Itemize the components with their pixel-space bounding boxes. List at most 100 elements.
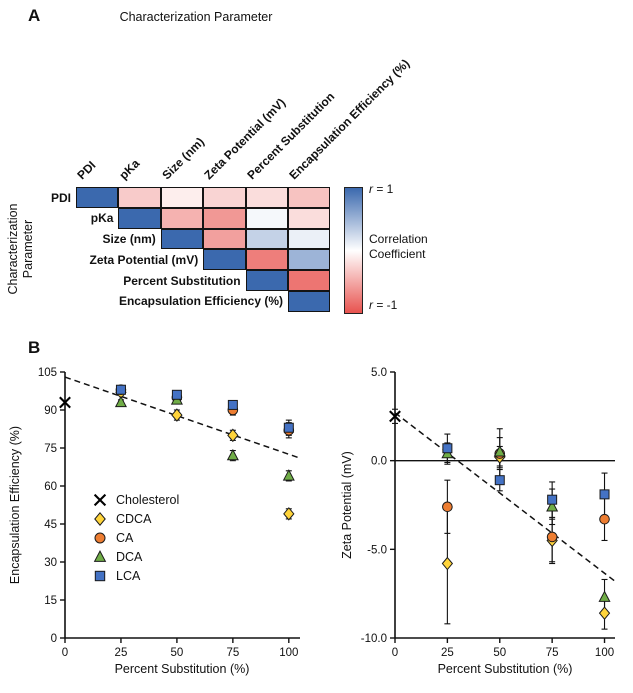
legend-label: CDCA — [116, 511, 152, 526]
y-tick-label: 75 — [44, 443, 57, 455]
marker-triangle — [598, 590, 611, 602]
marker-square — [227, 399, 238, 410]
left-x-axis-title: Percent Substitution (%) — [114, 662, 250, 676]
legend-item-dca: DCA — [92, 549, 179, 564]
heatmap-row-label: pKa — [90, 211, 114, 226]
marker-circle — [546, 531, 558, 543]
marker-circle — [94, 532, 106, 543]
y-tick-label: 90 — [44, 405, 57, 417]
heatmap-column-label: pKa — [116, 156, 143, 183]
marker-diamond — [598, 606, 611, 620]
x-tick-label: 50 — [493, 647, 506, 658]
marker-x — [389, 410, 401, 423]
marker-triangle — [282, 469, 295, 481]
heatmap-cell — [288, 290, 331, 312]
y-tick-label: 30 — [44, 557, 57, 569]
panel-a-label: A — [28, 6, 41, 25]
heatmap-cell — [245, 207, 288, 229]
legend-label: DCA — [116, 549, 143, 564]
legend-item-ca: CA — [92, 530, 179, 545]
heatmap-cell — [245, 270, 288, 291]
heatmap-column-label: PDI — [74, 158, 99, 183]
marker-square — [599, 489, 610, 500]
marker-diamond — [283, 507, 295, 521]
heatmap-cell — [118, 207, 161, 229]
marker-x — [59, 396, 71, 409]
marker-square — [283, 422, 294, 433]
y-tick-label: 5.0 — [371, 367, 387, 379]
panel-b-label: B — [28, 338, 41, 357]
x-tick-label: 25 — [441, 647, 454, 658]
legend-item-cholesterol: Cholesterol — [92, 492, 179, 507]
legend-label: LCA — [116, 568, 141, 583]
x-tick-label: 100 — [279, 647, 298, 658]
marker-square — [171, 389, 182, 400]
y-tick-label: 45 — [44, 519, 57, 531]
trend-line — [64, 376, 301, 459]
y-tick-label: 60 — [44, 481, 57, 493]
marker-diamond — [227, 428, 239, 443]
colorbar-min-label: r = -1 — [369, 298, 398, 312]
marker-square — [115, 384, 126, 395]
marker-circle — [599, 513, 610, 525]
y-tick-label: 15 — [44, 595, 57, 607]
heatmap-cell — [203, 207, 246, 229]
x-marker-icon — [93, 493, 107, 506]
zeta-potential-scatter-plot: 5.0 0.0 -5.0 -10.0 0 25 50 75 100 — [361, 367, 616, 658]
heatmap-cell — [160, 187, 204, 208]
marker-triangle — [93, 549, 107, 562]
y-tick-label: -10.0 — [361, 633, 387, 645]
x-tick-label: 100 — [595, 647, 614, 658]
heatmap-cell — [76, 187, 119, 208]
y-tick-label: 105 — [38, 367, 57, 379]
marker-triangle — [114, 395, 127, 408]
encapsulation-efficiency-scatter-plot: 0 15 30 45 60 75 90 105 0 25 50 75 100 — [38, 367, 301, 658]
heatmap-row-label: Encapsulation Efficiency (%) — [118, 294, 283, 309]
x-tick-label: 50 — [171, 647, 184, 658]
heatmap-column-label: Size (nm) — [159, 134, 207, 183]
y-tick-label: 0 — [51, 633, 57, 645]
right-x-axis-title: Percent Substitution (%) — [437, 662, 573, 676]
heatmap-cell — [245, 187, 288, 208]
legend-label: CA — [116, 530, 134, 545]
heatmap-row-label: PDI — [50, 190, 71, 205]
y-tick-label: -5.0 — [367, 544, 387, 556]
x-tick-label: 75 — [226, 647, 239, 658]
x-tick-label: 25 — [115, 647, 128, 658]
diamond-marker-icon — [94, 511, 106, 526]
heatmap-cell — [203, 249, 246, 270]
heatmap-cell — [288, 228, 331, 250]
heatmap-cell — [288, 187, 331, 208]
x-tick-label: 0 — [62, 647, 68, 658]
heatmap-cell — [160, 228, 204, 250]
marker-x — [93, 493, 107, 506]
legend-label: Cholesterol — [116, 492, 180, 507]
marker-triangle — [226, 448, 239, 461]
colorbar-max-label: r = 1 — [369, 182, 394, 196]
heatmap-cell — [245, 249, 288, 270]
heatmap-cell — [203, 228, 246, 250]
marker-triangle — [546, 499, 559, 512]
correlation-heatmap — [76, 187, 331, 312]
heatmap-row-label: Size (nm) — [102, 232, 156, 246]
x-tick-label: 0 — [392, 647, 398, 658]
plot-legend: Cholesterol CDCA CA DCA LCA — [92, 492, 179, 583]
marker-square — [494, 475, 505, 486]
marker-circle — [442, 501, 453, 513]
x-tick-label: 75 — [546, 647, 559, 658]
heatmap-cell — [203, 187, 246, 208]
marker-diamond — [441, 556, 454, 571]
heatmap-y-axis-label: Characterization Parameter — [6, 203, 35, 295]
heatmap-cell — [160, 207, 204, 229]
left-y-axis-title: Encapsulation Efficiency (%) — [8, 425, 22, 585]
triangle-marker-icon — [93, 549, 107, 562]
heatmap-row-label: Percent Substitution — [123, 273, 241, 288]
heatmap-row-label: Zeta Potential (mV) — [89, 252, 199, 267]
right-y-axis-title: Zeta Potential (mV) — [340, 451, 354, 559]
marker-square — [442, 443, 453, 454]
y-tick-label: 0.0 — [371, 456, 387, 468]
colorbar-title: Correlation Coefficient — [369, 232, 428, 261]
square-marker-icon — [94, 570, 106, 581]
marker-diamond — [94, 511, 106, 526]
